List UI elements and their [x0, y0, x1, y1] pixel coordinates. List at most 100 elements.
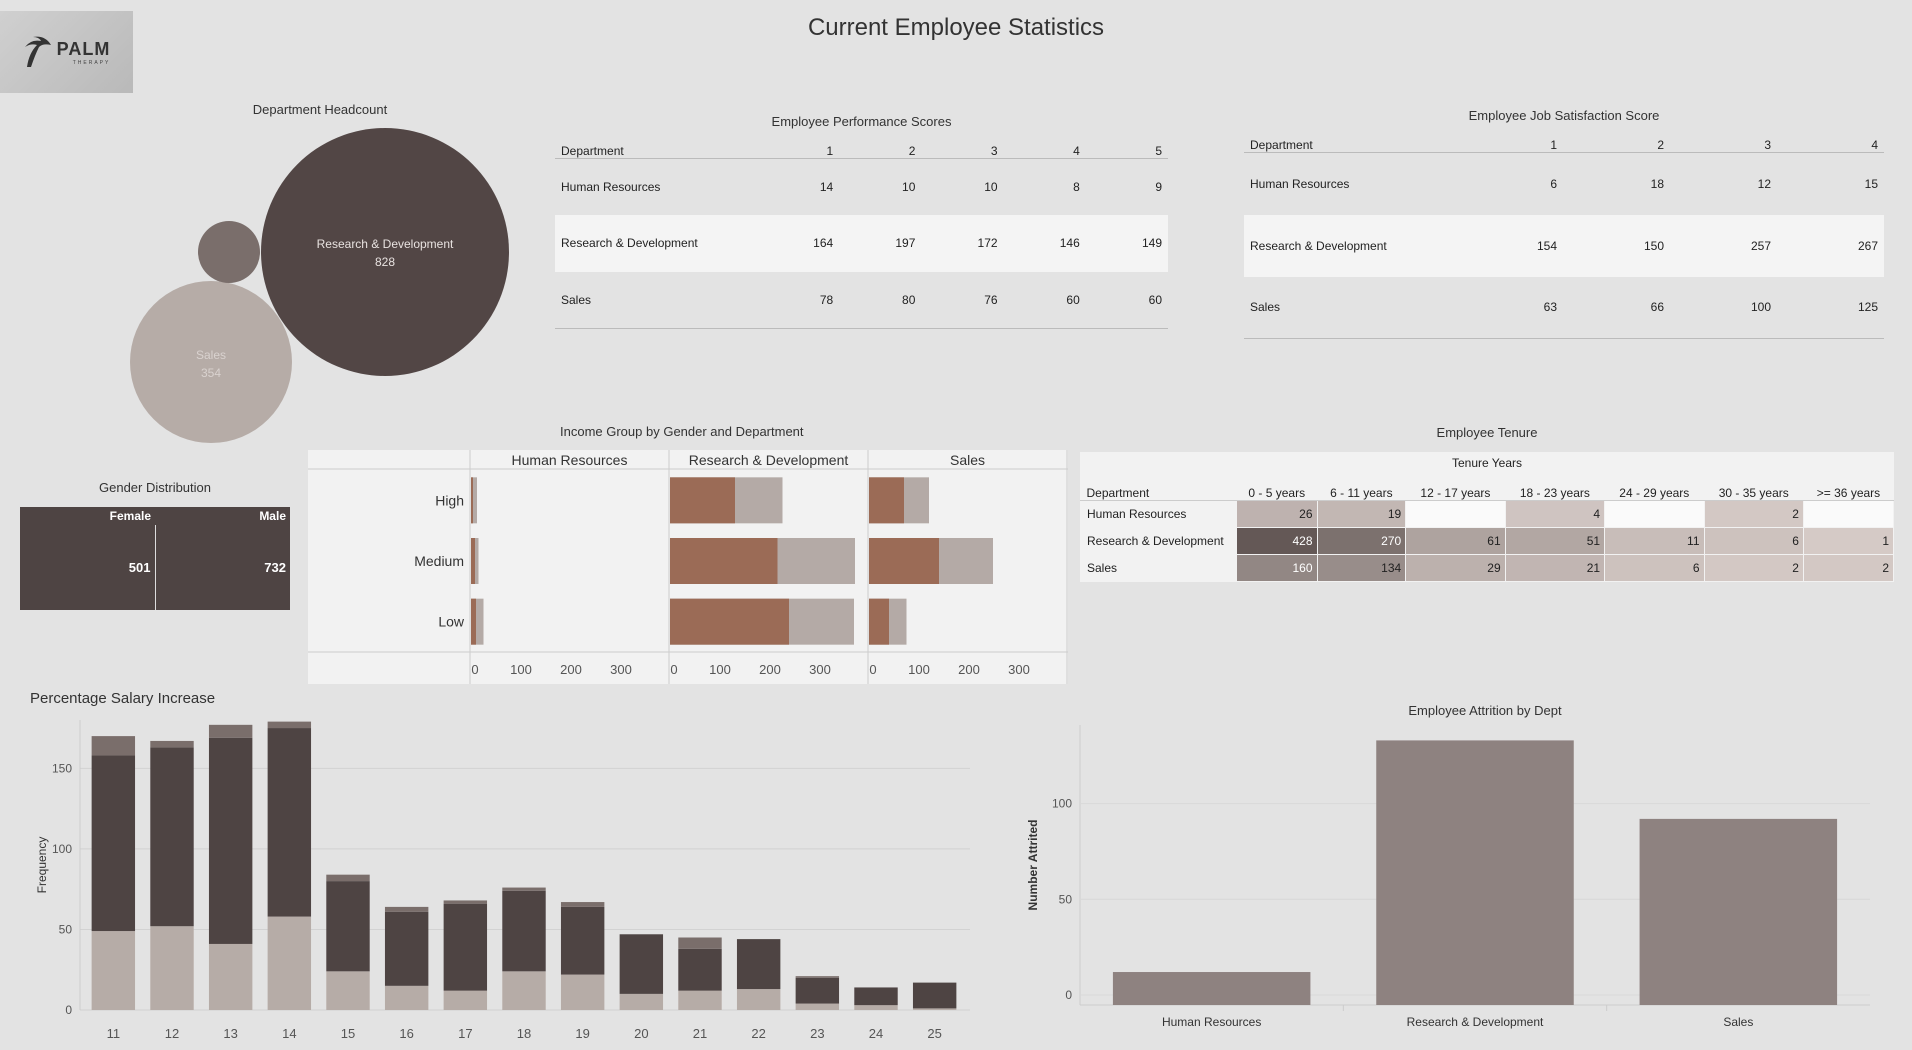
salary-bar-segment[interactable]: [678, 990, 722, 1010]
performance-value-cell: 60: [1003, 271, 1086, 329]
salary-bar-segment[interactable]: [443, 903, 488, 991]
salary-bar-segment[interactable]: [443, 900, 488, 904]
salary-bar-segment[interactable]: [560, 906, 605, 975]
tenure-heat-cell[interactable]: 4: [1504, 500, 1606, 528]
tenure-heat-cell[interactable]: [1405, 500, 1506, 528]
income-x-tick: 300: [610, 662, 632, 677]
salary-bar-segment[interactable]: [91, 755, 136, 932]
salary-bar-segment[interactable]: [91, 736, 136, 756]
income-bar-segment[interactable]: [670, 477, 735, 524]
satisfaction-dept-cell: Research & Development: [1244, 214, 1456, 277]
income-bar-segment[interactable]: [869, 477, 904, 524]
salary-bar-segment[interactable]: [736, 939, 781, 990]
salary-bar-segment[interactable]: [384, 911, 429, 986]
tenure-heat-cell[interactable]: 6: [1604, 554, 1705, 582]
salary-bar-segment[interactable]: [619, 934, 664, 994]
tenure-heat-cell[interactable]: 26: [1236, 500, 1318, 528]
income-row-label: Low: [438, 614, 465, 630]
attrition-bar[interactable]: [1376, 740, 1574, 1005]
performance-value-cell: 8: [1073, 179, 1080, 194]
tenure-heat-cell[interactable]: 134: [1316, 554, 1407, 582]
salary-bar-segment[interactable]: [502, 971, 546, 1010]
company-logo: PALM THERAPY: [0, 11, 133, 93]
tenure-heat-cell[interactable]: 21: [1504, 554, 1606, 582]
tenure-heat-cell[interactable]: 2: [1703, 554, 1804, 582]
salary-bar-segment[interactable]: [912, 1008, 957, 1010]
salary-bar-segment[interactable]: [150, 740, 194, 748]
salary-bar-segment[interactable]: [678, 948, 722, 991]
salary-bar-segment[interactable]: [502, 890, 546, 972]
income-bar-segment[interactable]: [670, 538, 778, 584]
salary-bar-segment[interactable]: [384, 906, 429, 912]
income-bar-segment[interactable]: [471, 477, 473, 524]
salary-bar-segment[interactable]: [326, 874, 370, 882]
bubble-sales[interactable]: [130, 281, 292, 443]
salary-bar-segment[interactable]: [267, 916, 312, 1010]
attrition-bar[interactable]: [1639, 818, 1838, 1005]
income-bar-segment[interactable]: [869, 598, 889, 645]
salary-bar-segment[interactable]: [560, 902, 605, 907]
tenure-heat-cell[interactable]: 11: [1604, 527, 1705, 555]
tenure-heat-cell[interactable]: 6: [1703, 527, 1804, 555]
income-bar-segment[interactable]: [869, 538, 939, 584]
salary-bar-segment[interactable]: [736, 989, 781, 1010]
tenure-heat-cell[interactable]: [1604, 500, 1705, 528]
salary-bar-segment[interactable]: [208, 943, 253, 1010]
bubble-research-development[interactable]: [261, 128, 509, 376]
salary-bar-segment[interactable]: [502, 887, 546, 891]
salary-y-tick: 0: [65, 1003, 72, 1017]
income-bar-segment[interactable]: [670, 598, 789, 645]
salary-bar-segment[interactable]: [267, 728, 312, 917]
tenure-heat-cell[interactable]: 61: [1405, 527, 1506, 555]
salary-bar-segment[interactable]: [384, 985, 429, 1010]
salary-bar-segment[interactable]: [326, 881, 370, 972]
tenure-dept-cell: Research & Development: [1080, 527, 1237, 555]
satisfaction-table: Department 1 2 3 4 Human Resources 6 18 …: [1244, 130, 1884, 339]
salary-bar-segment[interactable]: [560, 974, 605, 1010]
salary-bar-segment[interactable]: [678, 937, 722, 949]
salary-bar-segment[interactable]: [150, 747, 194, 927]
bubble-sales-value: 354: [201, 366, 221, 380]
income-bar-segment[interactable]: [471, 538, 475, 584]
salary-bar-segment[interactable]: [795, 977, 840, 1004]
bubble-human-resources[interactable]: [198, 221, 260, 283]
tenure-heat-cell[interactable]: 51: [1504, 527, 1606, 555]
income-bar-segment[interactable]: [471, 598, 476, 645]
salary-bar-segment[interactable]: [208, 724, 253, 738]
attrition-bar[interactable]: [1112, 972, 1311, 1005]
salary-bar-segment[interactable]: [208, 737, 253, 944]
salary-x-tick: 16: [399, 1026, 413, 1040]
salary-x-tick: 12: [165, 1026, 179, 1040]
tenure-heat-cell[interactable]: 270: [1316, 527, 1407, 555]
salary-bar-segment[interactable]: [912, 982, 957, 1009]
attrition-x-tick: Research & Development: [1407, 1015, 1544, 1029]
tenure-heat-cell[interactable]: 2: [1703, 500, 1804, 528]
salary-bar-segment[interactable]: [854, 987, 898, 1006]
performance-col-header: 2: [839, 136, 922, 159]
income-x-tick: 100: [709, 662, 731, 677]
table-row: Sales 160 134 29 21 6 2 2: [1080, 554, 1895, 582]
salary-bar-segment[interactable]: [795, 1003, 840, 1010]
salary-bar-segment[interactable]: [267, 721, 312, 729]
tenure-heat-cell[interactable]: 19: [1316, 500, 1407, 528]
salary-bar-segment[interactable]: [326, 971, 370, 1010]
tenure-heat-cell[interactable]: 29: [1405, 554, 1506, 582]
salary-bar-segment[interactable]: [619, 993, 664, 1010]
salary-bar-segment[interactable]: [150, 926, 194, 1010]
salary-bar-segment[interactable]: [795, 976, 840, 978]
headcount-bubble-chart: Research & Development 828 Sales 354: [130, 128, 509, 443]
tenure-heat-cell[interactable]: [1802, 500, 1895, 528]
tenure-heat-cell[interactable]: 1: [1802, 527, 1895, 555]
gender-male-value[interactable]: 732: [154, 525, 290, 610]
tenure-heat-cell[interactable]: 160: [1236, 554, 1318, 582]
salary-bar-segment[interactable]: [91, 931, 136, 1010]
salary-bar-segment[interactable]: [443, 990, 488, 1010]
salary-bar-segment[interactable]: [854, 1005, 898, 1010]
logo-subtext: THERAPY: [72, 59, 111, 66]
tenure-heat-cell[interactable]: 2: [1802, 554, 1895, 582]
income-row-label: High: [435, 492, 464, 508]
table-row: Human Resources 14 10 10 8 9: [555, 159, 1168, 215]
gender-female-value[interactable]: 501: [20, 525, 155, 610]
tenure-heat-cell[interactable]: 428: [1236, 527, 1318, 555]
income-bar-total[interactable]: [471, 477, 477, 524]
